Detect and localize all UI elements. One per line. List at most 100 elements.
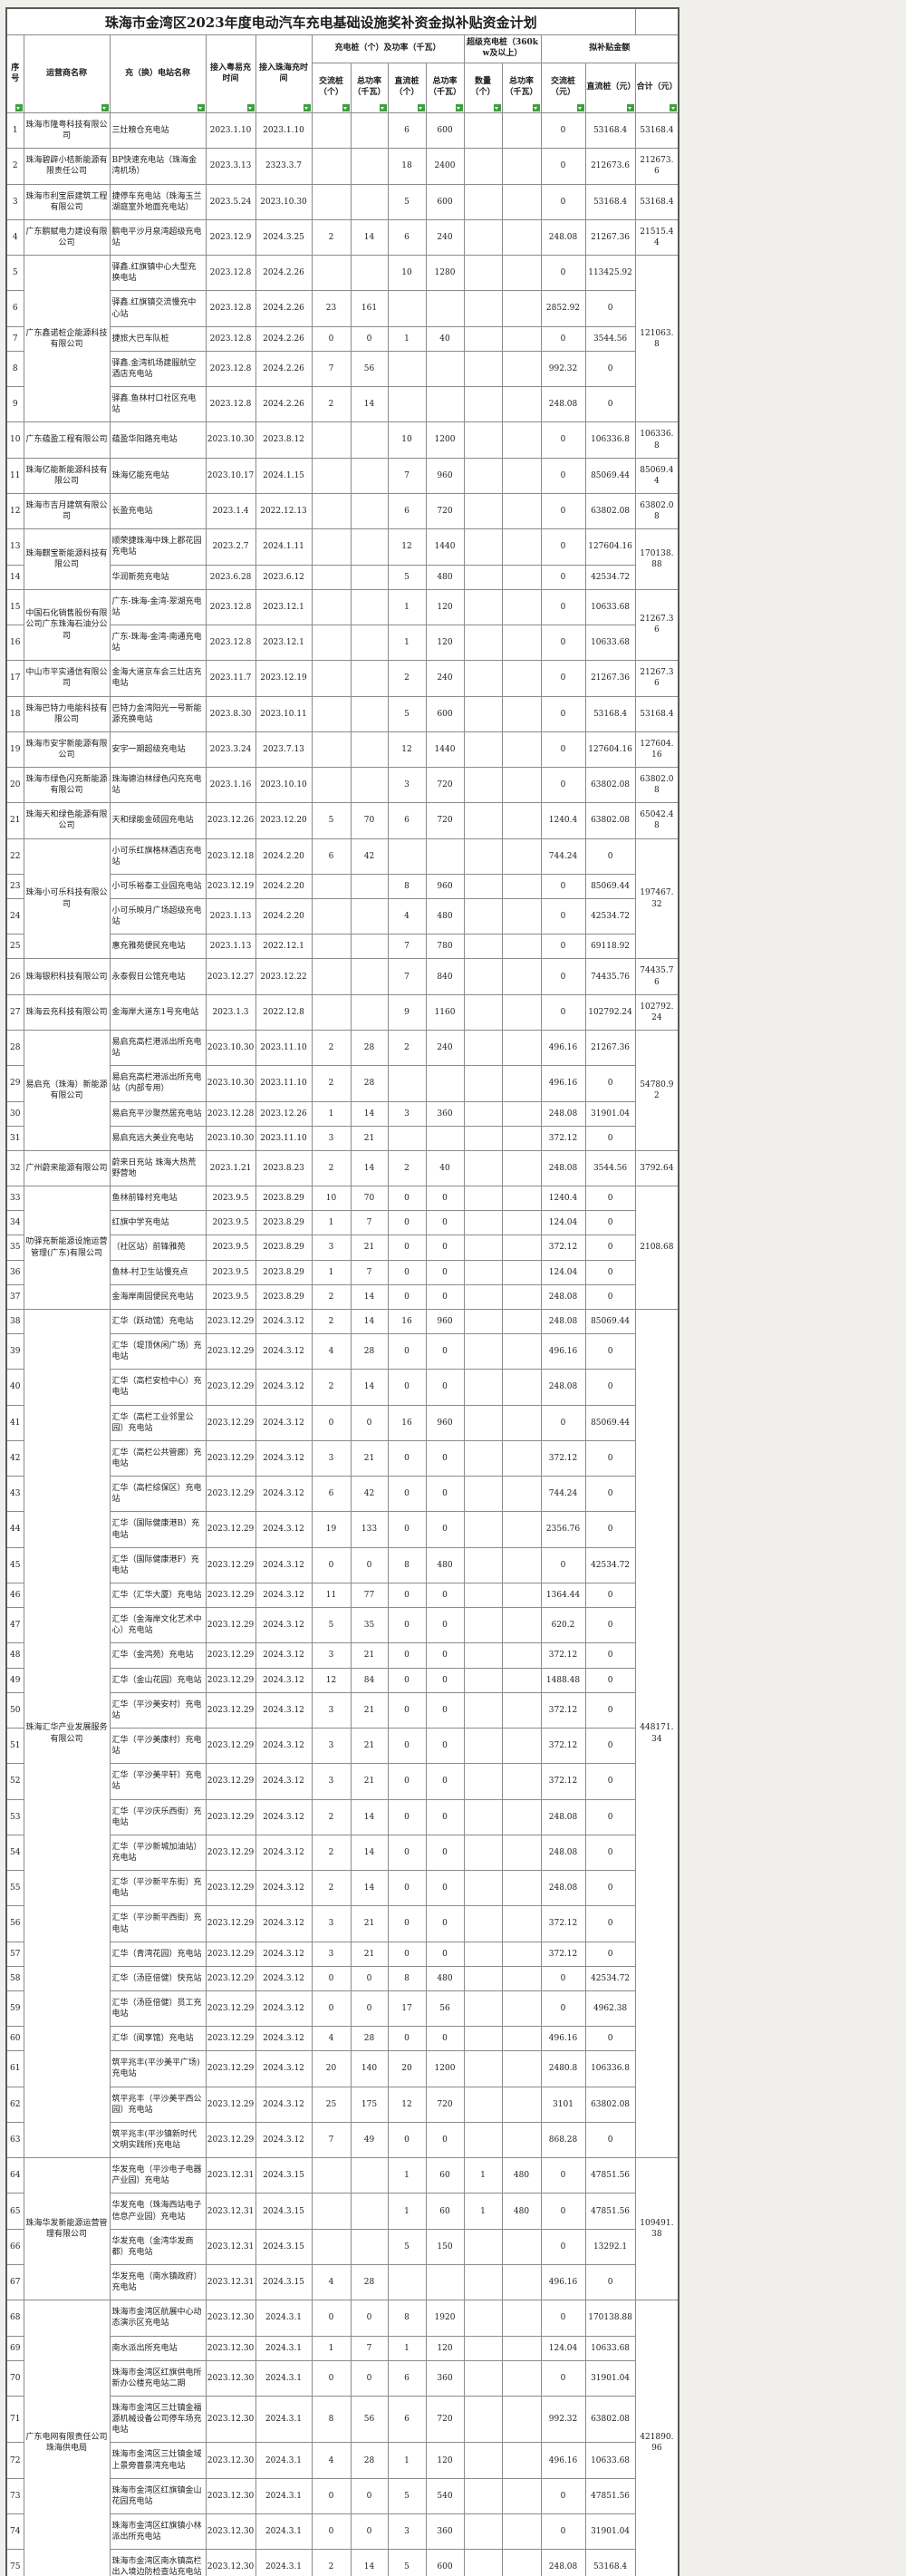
cell-dc-kw: 1160	[425, 993, 465, 1031]
cell-ac-count: 0	[311, 325, 352, 352]
table-row: 27 珠海云充科技有限公司 金海岸大道东1号充电站 2023.1.3 2022.12.8…	[5, 993, 680, 1031]
cell-ac-count: 4	[311, 2442, 352, 2479]
filter-dropdown-icon[interactable]	[532, 104, 540, 111]
cell-dc-count: 17	[387, 1990, 427, 2028]
cell-ac-count	[311, 767, 352, 804]
cell-ac-kw	[350, 148, 389, 185]
cell-super-kw	[501, 588, 542, 625]
cell-date-zhuhaichong: 2024.3.1	[255, 2396, 313, 2444]
cell-dc-kw: 600	[425, 695, 465, 732]
cell-dc-amount: 85069.44	[584, 1404, 636, 1441]
filter-dropdown-icon[interactable]	[417, 104, 425, 111]
cell-ac-count	[311, 2193, 352, 2230]
filter-dropdown-icon[interactable]	[197, 104, 205, 111]
cell-date-yueyichong: 2023.12.8	[205, 350, 256, 388]
cell-date-zhuhaichong: 2024.3.12	[255, 2121, 313, 2159]
cell-station: 华润新苑充电站	[109, 564, 207, 590]
cell-super-count	[463, 1404, 503, 1441]
cell-super-count	[463, 898, 503, 935]
cell-date-yueyichong: 2023.12.29	[205, 1439, 256, 1477]
cell-date-zhuhaichong: 2024.3.1	[255, 2335, 313, 2361]
cell-ac-amount: 248.08	[540, 1283, 586, 1310]
table-row: 35 （社区站）前锋雅苑 2023.9.5 2023.8.29 3 21 0 0 372.12 0	[5, 1235, 679, 1261]
cell-super-kw	[501, 1100, 542, 1127]
cell-super-count	[463, 2026, 503, 2052]
table-row: 56 汇华（平沙新平西街）充电站 2023.12.29 2024.3.12 3 21 0 0 3…	[5, 1905, 679, 1942]
cell-super-count	[463, 255, 503, 292]
filter-dropdown-icon[interactable]	[379, 104, 387, 111]
cell-super-count	[463, 1511, 503, 1548]
cell-date-yueyichong: 2023.12.29	[205, 1308, 256, 1335]
cell-seq: 41	[5, 1404, 24, 1441]
table-row: 6 驿鑫.红旗镇交流慢充中心站 2023.12.8 2024.2.26 23 161 285…	[5, 290, 679, 327]
cell-date-zhuhaichong: 2024.1.15	[255, 457, 313, 494]
cell-date-yueyichong: 2023.12.29	[205, 1941, 256, 1967]
filter-dropdown-icon[interactable]	[670, 104, 678, 111]
cell-operator: 珠海市绿色闪充新能源有限公司	[23, 767, 111, 804]
cell-seq: 74	[5, 2513, 24, 2551]
cell-super-kw	[501, 802, 542, 839]
cell-operator: 珠海小可乐科技有限公司	[23, 838, 111, 960]
cell-date-zhuhaichong: 2024.3.12	[255, 2050, 313, 2087]
cell-dc-amount: 0	[584, 1439, 636, 1477]
table-row: 62 筑平兆丰（平沙美平西公园）充电站 2023.12.29 2024.3.12 25 1…	[5, 2086, 679, 2123]
cell-dc-count: 7	[387, 934, 427, 960]
cell-super-count	[463, 1798, 503, 1835]
filter-dropdown-icon[interactable]	[246, 104, 255, 111]
cell-ac-amount: 372.12	[540, 1905, 586, 1942]
cell-dc-count: 6	[387, 2396, 427, 2444]
filter-dropdown-icon[interactable]	[303, 104, 311, 111]
cell-date-yueyichong: 2023.12.30	[205, 2477, 256, 2515]
filter-dropdown-icon[interactable]	[493, 104, 501, 111]
cell-super-count	[463, 2335, 503, 2361]
cell-dc-kw: 780	[425, 934, 465, 960]
filter-dropdown-icon[interactable]	[576, 104, 584, 111]
cell-dc-count: 1	[387, 588, 427, 625]
cell-ac-count: 2	[311, 1870, 352, 1907]
cell-ac-count: 7	[311, 2121, 352, 2159]
cell-date-yueyichong: 2023.1.13	[205, 934, 256, 960]
cell-super-count	[463, 993, 503, 1031]
filter-dropdown-icon[interactable]	[14, 104, 23, 111]
cell-ac-kw: 0	[350, 1965, 389, 1991]
table-row: 28 易启充（珠海）新能源有限公司 易启充高栏港派出所充电站 2023.10.30 20…	[5, 1030, 680, 1151]
cell-ac-amount: 248.08	[540, 1308, 586, 1335]
cell-ac-count: 4	[311, 2264, 352, 2301]
cell-station: 鱼林前锋村充电站	[109, 1186, 207, 1212]
cell-ac-count	[311, 528, 352, 566]
cell-ac-kw	[350, 767, 389, 804]
cell-seq: 50	[5, 1691, 24, 1729]
cell-dc-kw: 0	[425, 1642, 465, 1669]
filter-dropdown-icon[interactable]	[455, 104, 463, 111]
cell-super-kw	[501, 1259, 542, 1285]
cell-ac-amount: 0	[540, 325, 586, 352]
cell-seq: 21	[5, 802, 24, 839]
cell-station: 珠海市金湾区红旗镇金山花园充电站	[109, 2477, 207, 2515]
cell-operator: 广东蕴盈工程有限公司	[23, 421, 111, 459]
cell-dc-amount: 63802.08	[584, 492, 636, 530]
cell-operator: 广东鑫诺桩企能源科技有限公司	[23, 255, 111, 423]
cell-ac-count	[311, 183, 352, 220]
column-header-ac-count: 交流桩（个）	[311, 63, 352, 113]
cell-dc-kw: 60	[425, 2157, 465, 2194]
table-row: 31 易启充远大美业充电站 2023.10.30 2023.11.10 3 21 372.1…	[5, 1125, 679, 1151]
cell-date-zhuhaichong: 2024.3.12	[255, 2086, 313, 2123]
cell-date-yueyichong: 2023.12.30	[205, 2359, 256, 2397]
cell-date-zhuhaichong: 2024.1.11	[255, 528, 313, 566]
cell-ac-kw: 84	[350, 1667, 389, 1693]
cell-dc-count: 0	[387, 1369, 427, 1406]
cell-station: 珠海市金湾区三灶镇金域上景旁蔷景湾充电站	[109, 2442, 207, 2479]
cell-dc-count: 2	[387, 660, 427, 697]
table-row: 74 珠海市金湾区红旗镇小林派出所充电站 2023.12.30 2024.3.1 0 0 3…	[5, 2513, 679, 2551]
filter-dropdown-icon[interactable]	[101, 104, 109, 111]
cell-ac-count: 1	[311, 1100, 352, 1127]
cell-date-zhuhaichong: 2023.12.20	[255, 802, 313, 839]
cell-super-count	[463, 1149, 503, 1187]
cell-ac-amount: 0	[540, 2477, 586, 2515]
cell-ac-kw: 56	[350, 2396, 389, 2444]
cell-ac-amount: 0	[540, 2157, 586, 2194]
cell-super-count	[463, 958, 503, 995]
cell-seq: 39	[5, 1332, 24, 1370]
filter-dropdown-icon[interactable]	[626, 104, 634, 111]
filter-dropdown-icon[interactable]	[342, 104, 350, 111]
